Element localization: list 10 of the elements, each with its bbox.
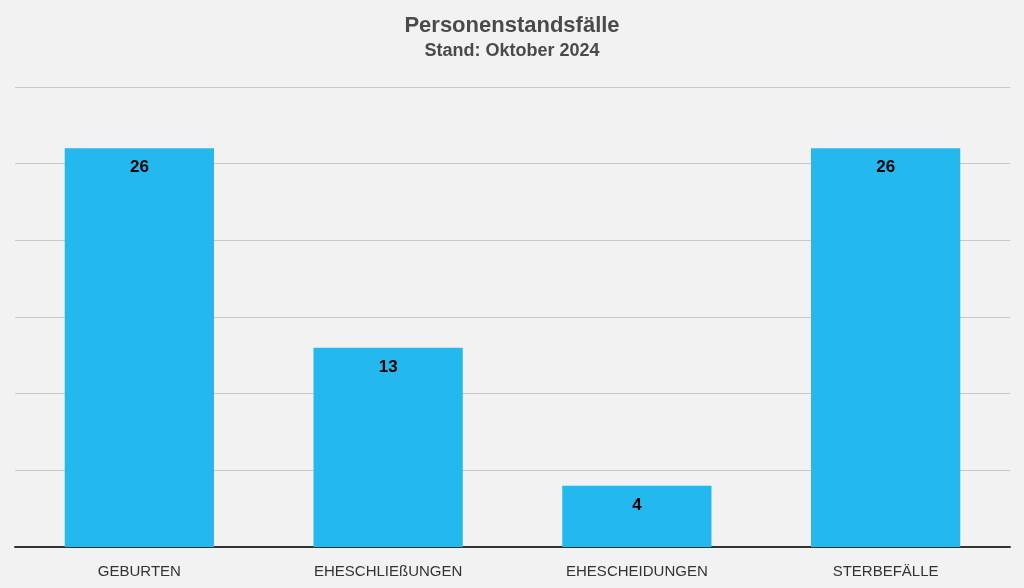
data-label: 13 (378, 356, 398, 376)
data-label: 26 (129, 157, 149, 177)
chart-subtitle: Stand: Oktober 2024 (424, 40, 600, 60)
x-tick-label: GEBURTEN (97, 562, 181, 579)
chart-title: Personenstandsfälle (404, 11, 620, 37)
x-tick-label: EHESCHEIDUNGEN (566, 562, 708, 579)
x-tick-label: EHESCHLIEßUNGEN (313, 562, 463, 579)
data-label: 4 (632, 494, 643, 514)
x-tick-label: STERBEFÄLLE (832, 562, 939, 579)
data-label: 26 (876, 157, 896, 177)
